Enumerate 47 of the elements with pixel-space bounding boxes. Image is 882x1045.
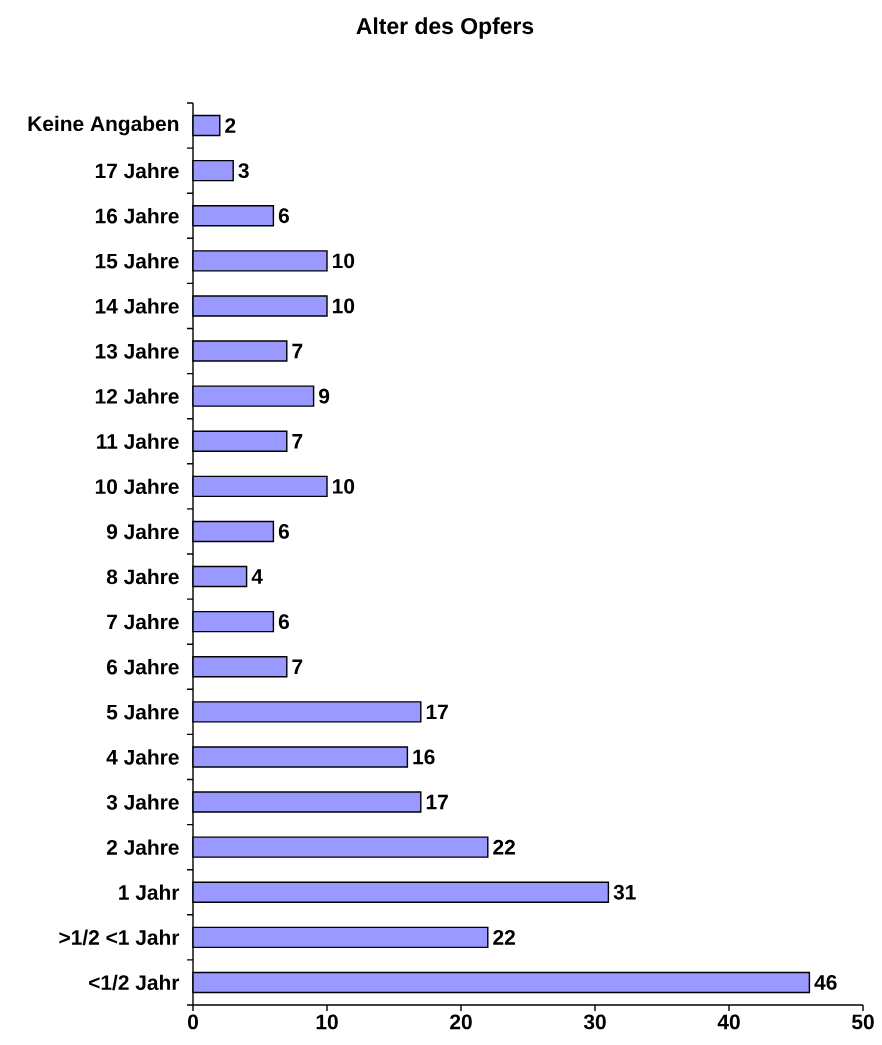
x-tick-label: 0 — [188, 1014, 198, 1030]
y-tick-label: 6 Jahre — [106, 659, 179, 675]
data-label: 3 — [238, 163, 249, 179]
y-tick-label: 4 Jahre — [106, 749, 179, 765]
y-tick-label: <1/2 Jahr — [89, 974, 180, 991]
data-label: 9 — [319, 388, 330, 404]
y-tick-label: 16 Jahre — [95, 208, 179, 224]
data-label: 22 — [493, 930, 515, 945]
data-label: 22 — [493, 839, 515, 855]
y-tick-label: 14 Jahre — [95, 298, 179, 314]
x-tick-label: 50 — [852, 1014, 874, 1030]
y-tick-label: 7 Jahre — [107, 613, 179, 630]
y-tick-label: 2 Jahre — [106, 839, 179, 855]
y-tick-label: 17 Jahre — [95, 162, 179, 179]
data-label: 31 — [613, 884, 636, 900]
data-label: 6 — [278, 208, 289, 224]
y-tick-label: 12 Jahre — [95, 388, 179, 404]
y-tick-label: 9 Jahre — [106, 523, 179, 540]
x-tick-label: 10 — [316, 1014, 338, 1030]
y-tick-label: 15 Jahre — [95, 253, 179, 269]
data-label: 17 — [426, 794, 448, 810]
data-label: 6 — [278, 614, 289, 630]
data-label: 2 — [225, 118, 236, 133]
y-tick-label: 3 Jahre — [106, 794, 179, 810]
data-label: 4 — [251, 569, 263, 584]
x-tick-label: 20 — [450, 1014, 472, 1030]
y-tick-label: 13 Jahre — [95, 343, 179, 359]
y-tick-label: 11 Jahre — [97, 433, 179, 449]
y-tick-label: Keine Angaben — [28, 115, 179, 136]
chart-title: Alter des Opfers — [356, 17, 534, 39]
data-label: 7 — [292, 343, 303, 359]
data-label: 16 — [413, 749, 435, 765]
data-label: 10 — [333, 298, 355, 314]
data-label: 10 — [333, 478, 355, 494]
data-label: 7 — [292, 434, 303, 449]
data-label: 7 — [292, 659, 303, 674]
x-tick-label: 40 — [717, 1014, 740, 1030]
y-tick-label: >1/2 <1 Jahr — [59, 929, 180, 946]
data-label: 46 — [814, 975, 837, 990]
data-label: 17 — [426, 704, 448, 720]
data-label: 6 — [278, 524, 289, 539]
y-tick-label: 10 Jahre — [95, 478, 179, 495]
y-tick-label: 5 Jahre — [106, 704, 179, 720]
y-tick-label: 8 Jahre — [106, 568, 179, 585]
y-tick-label: 1 Jahr — [119, 884, 180, 900]
data-label: 10 — [333, 253, 355, 269]
x-tick-label: 30 — [583, 1014, 606, 1030]
